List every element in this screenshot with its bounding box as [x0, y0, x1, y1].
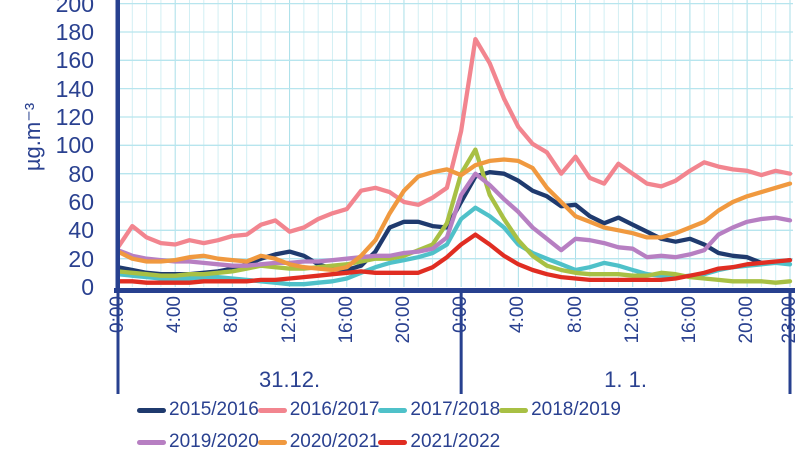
legend-label: 2016/2017	[289, 399, 380, 420]
y-tick-60: 60	[68, 188, 94, 215]
legend-item-2017-2018: 2017/2018	[378, 399, 501, 420]
day-label-31-12: 31.12.	[258, 367, 321, 392]
legend-swatch-2016-2017	[257, 407, 287, 413]
legend-item-2019-2020: 2019/2020	[137, 431, 259, 449]
legend-item-2020-2021: 2020/2021	[257, 431, 380, 449]
legend-swatch-2019-2020	[137, 439, 166, 445]
x-tick-400: 4:00	[164, 296, 186, 333]
legend-item-2021-2022: 2021/2022	[378, 431, 501, 449]
x-tick-800: 8:00	[564, 296, 586, 333]
legend-swatch-2021-2022	[378, 439, 408, 445]
day-label-1-1: 1. 1.	[604, 367, 647, 392]
x-tick-000: 0:00	[107, 296, 128, 333]
y-tick-180: 180	[55, 18, 94, 45]
y-tick-80: 80	[68, 160, 94, 187]
legend-label: 2018/2019	[531, 399, 621, 420]
x-tick-400: 4:00	[507, 296, 529, 333]
x-tick-1600: 16:00	[678, 296, 700, 344]
legend-label: 2021/2022	[410, 431, 501, 449]
legend-swatch-2020-2021	[257, 439, 287, 445]
legend-swatch-2017-2018	[378, 407, 408, 413]
legend-label: 2015/2016	[169, 399, 259, 420]
y-tick-40: 40	[68, 217, 94, 244]
legend-item-2016-2017: 2016/2017	[257, 399, 380, 420]
y-tick-160: 160	[55, 47, 94, 74]
legend-label: 2020/2021	[289, 431, 380, 449]
legend-swatch-2018-2019	[499, 407, 529, 413]
legend-item-2015-2016: 2015/2016	[137, 399, 259, 420]
y-tick-120: 120	[55, 103, 94, 130]
x-tick-2000: 20:00	[736, 296, 758, 344]
x-tick-2000: 20:00	[392, 296, 414, 344]
y-tick-100: 100	[55, 132, 94, 159]
x-tick-1200: 12:00	[278, 296, 300, 344]
legend-item-2018-2019: 2018/2019	[499, 399, 621, 420]
y-tick-200: 200	[55, 0, 94, 17]
x-tick-800: 8:00	[221, 296, 243, 333]
y-tick-140: 140	[55, 75, 94, 102]
x-tick-000: 0:00	[450, 296, 472, 333]
legend-swatch-2015-2016	[137, 407, 166, 413]
x-tick-2300: 23:00	[779, 296, 800, 344]
y-tick-0: 0	[81, 274, 94, 300]
x-tick-1600: 16:00	[335, 296, 357, 344]
legend-label: 2019/2020	[169, 431, 259, 449]
y-tick-20: 20	[68, 245, 94, 272]
x-tick-1200: 12:00	[621, 296, 643, 344]
legend-label: 2017/2018	[410, 399, 501, 420]
